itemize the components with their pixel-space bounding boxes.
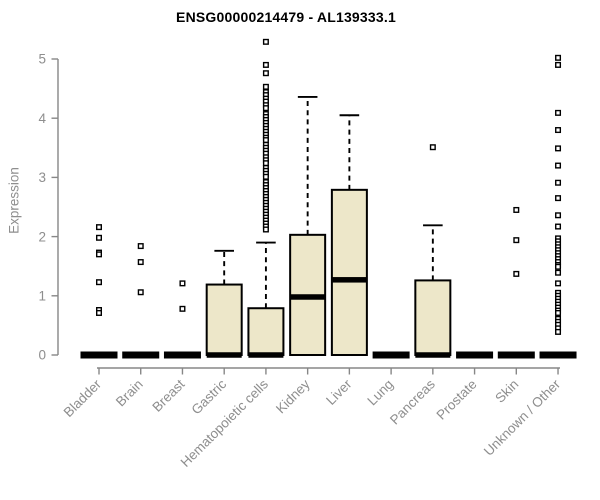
outlier-point-bladder bbox=[95, 224, 102, 231]
outlier-point-hematopoietic-cells bbox=[262, 226, 269, 233]
outlier-point-brain bbox=[137, 243, 144, 250]
box-pancreas bbox=[414, 279, 452, 356]
outlier-point-unknown-other bbox=[555, 162, 562, 169]
x-tick-label-lung: Lung bbox=[364, 377, 396, 409]
x-tick-label-pancreas: Pancreas bbox=[387, 376, 438, 427]
outlier-point-bladder bbox=[95, 234, 102, 241]
outlier-point-skin bbox=[513, 206, 520, 213]
collapsed-box-breast bbox=[163, 351, 201, 359]
y-tick-label: 0 bbox=[38, 348, 46, 363]
y-tick-label: 1 bbox=[38, 289, 46, 304]
outlier-point-unknown-other bbox=[555, 195, 562, 202]
x-tick-label-gastric: Gastric bbox=[188, 376, 229, 417]
x-tick-label-liver: Liver bbox=[323, 376, 355, 408]
outlier-point-unknown-other bbox=[555, 54, 562, 61]
outlier-point-unknown-other bbox=[555, 145, 562, 152]
x-tick-label-kidney: Kidney bbox=[273, 376, 313, 416]
outlier-point-unknown-other bbox=[555, 127, 562, 134]
box-liver bbox=[330, 188, 368, 356]
outlier-point-hematopoietic-cells bbox=[262, 173, 269, 180]
outlier-point-unknown-other bbox=[555, 280, 562, 287]
median-kidney bbox=[290, 294, 326, 300]
box-hematopoietic-cells bbox=[247, 307, 285, 356]
outlier-point-hematopoietic-cells bbox=[262, 137, 269, 144]
outlier-point-unknown-other bbox=[555, 328, 562, 335]
box-gastric bbox=[205, 283, 243, 356]
outlier-point-hematopoietic-cells bbox=[262, 70, 269, 77]
collapsed-box-lung bbox=[372, 351, 410, 359]
collapsed-box-brain bbox=[122, 351, 160, 359]
outlier-point-hematopoietic-cells bbox=[262, 38, 269, 45]
x-tick-label-bladder: Bladder bbox=[61, 376, 105, 420]
x-tick-label-prostate: Prostate bbox=[434, 377, 480, 423]
median-liver bbox=[331, 277, 367, 283]
y-tick-label: 5 bbox=[38, 52, 46, 67]
outlier-point-breast bbox=[179, 280, 186, 287]
outlier-point-skin bbox=[513, 270, 520, 277]
outlier-point-hematopoietic-cells bbox=[262, 61, 269, 68]
outlier-point-pancreas bbox=[429, 144, 436, 151]
y-tick-label: 2 bbox=[38, 229, 46, 244]
outlier-point-breast bbox=[179, 305, 186, 312]
outlier-point-unknown-other bbox=[555, 109, 562, 116]
chart-title: ENSG00000214479 - AL139333.1 bbox=[176, 9, 396, 25]
collapsed-box-skin bbox=[497, 351, 535, 359]
collapsed-box-bladder bbox=[80, 351, 118, 359]
x-tick-label-brain: Brain bbox=[113, 377, 146, 410]
outlier-point-unknown-other bbox=[555, 309, 562, 316]
outlier-point-bladder bbox=[95, 309, 102, 316]
outlier-point-unknown-other bbox=[555, 223, 562, 230]
outlier-point-unknown-other bbox=[555, 61, 562, 68]
x-tick-label-skin: Skin bbox=[492, 377, 521, 406]
x-tick-label-breast: Breast bbox=[149, 376, 187, 414]
outlier-point-unknown-other bbox=[555, 269, 562, 276]
outlier-point-unknown-other bbox=[555, 212, 562, 219]
outlier-point-unknown-other bbox=[555, 179, 562, 186]
outlier-point-brain bbox=[137, 259, 144, 266]
outlier-point-hematopoietic-cells bbox=[262, 83, 269, 90]
y-tick-label: 4 bbox=[38, 111, 46, 126]
outlier-point-unknown-other bbox=[555, 263, 562, 270]
median-pancreas bbox=[415, 352, 451, 358]
outlier-point-hematopoietic-cells bbox=[262, 160, 269, 167]
outlier-point-brain bbox=[137, 289, 144, 296]
collapsed-box-prostate bbox=[456, 351, 494, 359]
y-tick-label: 3 bbox=[38, 170, 46, 185]
collapsed-box-unknown-other bbox=[539, 351, 577, 359]
outlier-point-bladder bbox=[95, 251, 102, 258]
median-gastric bbox=[206, 352, 242, 358]
median-hematopoietic-cells bbox=[248, 352, 284, 358]
outlier-point-bladder bbox=[95, 279, 102, 286]
x-tick-label-unknown-other: Unknown / Other bbox=[481, 376, 564, 459]
outlier-point-skin bbox=[513, 237, 520, 244]
outlier-point-hematopoietic-cells bbox=[262, 105, 269, 112]
